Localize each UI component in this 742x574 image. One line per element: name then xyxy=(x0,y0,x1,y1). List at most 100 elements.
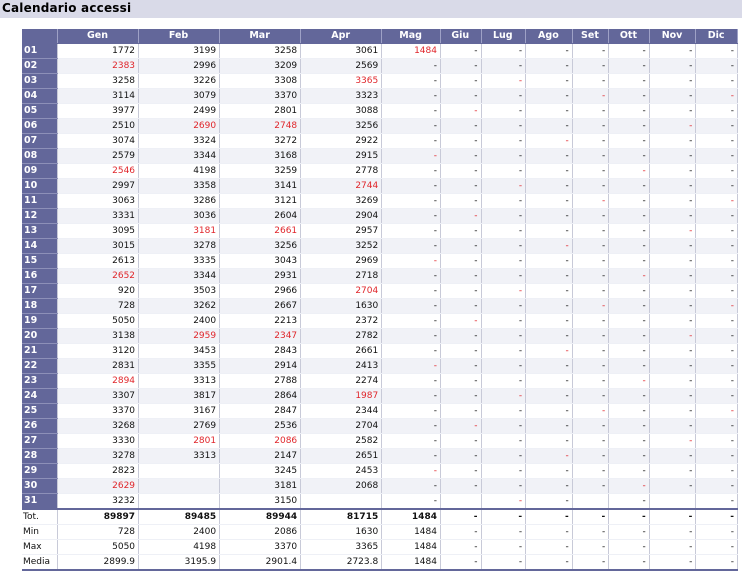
day-number: 01 xyxy=(22,43,58,59)
table-cell: - xyxy=(440,163,482,179)
table-cell: - xyxy=(572,418,610,434)
summary-cell: - xyxy=(695,554,738,571)
table-cell: - xyxy=(649,388,697,404)
month-header: Ago xyxy=(525,29,573,44)
summary-row: Tot. 89897 89485 89944 81715 1484- - - - - - - xyxy=(22,507,738,525)
header-corner xyxy=(22,29,58,44)
table-cell: - xyxy=(649,238,697,254)
table-cell: - xyxy=(525,103,573,119)
table-cell: - xyxy=(481,283,527,299)
table-cell: 3095 xyxy=(57,223,140,239)
table-cell: - xyxy=(695,298,738,314)
table-cell: - xyxy=(649,223,697,239)
table-cell: - xyxy=(381,163,441,179)
table-row: 01 1772 3199 3258 3061 1484- - - - - - - xyxy=(22,43,738,59)
table-cell: - xyxy=(381,298,441,314)
table-cell: - xyxy=(381,223,441,239)
table-cell: - xyxy=(695,253,738,269)
table-cell: - xyxy=(525,73,573,89)
table-cell: - xyxy=(608,238,650,254)
table-cell: 1630 xyxy=(300,298,383,314)
table-cell: 3120 xyxy=(57,343,140,359)
table-cell: - xyxy=(525,253,573,269)
table-cell: - xyxy=(649,478,697,494)
summary-cell: - xyxy=(608,524,650,540)
table-cell: - xyxy=(440,178,482,194)
summary-cell: 3370 xyxy=(219,539,302,555)
day-number: 07 xyxy=(22,133,58,149)
table-cell: - xyxy=(572,238,610,254)
table-cell: - xyxy=(608,58,650,74)
table-row: 24 3307 3817 2864 1987- - - - - - - - xyxy=(22,388,738,404)
table-cell: 3313 xyxy=(138,373,221,389)
table-cell: - xyxy=(381,313,441,329)
table-cell: 3074 xyxy=(57,133,140,149)
table-cell: - xyxy=(608,118,650,134)
table-cell: 2778 xyxy=(300,163,383,179)
table-cell: 2996 xyxy=(138,58,221,74)
table-cell: - xyxy=(440,208,482,224)
day-number: 22 xyxy=(22,358,58,374)
table-cell: 3278 xyxy=(138,238,221,254)
summary-row: Media 2899.9 3195.9 2901.4 2723.8 1484- - - - - - - xyxy=(22,554,738,571)
table-cell: - xyxy=(381,403,441,419)
table-cell: 3141 xyxy=(219,178,302,194)
table-cell: - xyxy=(525,493,573,509)
table-cell: 1987 xyxy=(300,388,383,404)
day-number: 15 xyxy=(22,253,58,269)
table-cell: 2086 xyxy=(219,433,302,449)
table-cell: 3259 xyxy=(219,163,302,179)
table-row: 15 2613 3335 3043 2969- - - - - - - - xyxy=(22,253,738,269)
day-number: 03 xyxy=(22,73,58,89)
table-cell: - xyxy=(649,403,697,419)
table-cell: - xyxy=(481,388,527,404)
table-row: 29 2823 3245 2453- - - - - - - - xyxy=(22,463,738,479)
table-cell: 3817 xyxy=(138,388,221,404)
summary-cell: 5050 xyxy=(57,539,140,555)
table-cell: - xyxy=(481,238,527,254)
table-cell: - xyxy=(481,448,527,464)
table-cell: - xyxy=(695,283,738,299)
table-cell: 1772 xyxy=(57,43,140,59)
summary-cell: 89944 xyxy=(219,507,302,525)
table-cell: - xyxy=(608,343,650,359)
month-header: Dic xyxy=(695,29,738,44)
table-cell: 2499 xyxy=(138,103,221,119)
table-cell: 2864 xyxy=(219,388,302,404)
table-cell: - xyxy=(440,343,482,359)
table-cell: - xyxy=(572,403,610,419)
table-cell: 2147 xyxy=(219,448,302,464)
table-cell: 2744 xyxy=(300,178,383,194)
table-cell: - xyxy=(649,88,697,104)
table-cell: - xyxy=(481,478,527,494)
table-cell: 2957 xyxy=(300,223,383,239)
table-cell: - xyxy=(572,253,610,269)
table-cell: - xyxy=(381,478,441,494)
table-cell: 2613 xyxy=(57,253,140,269)
table-cell: - xyxy=(649,433,697,449)
summary-cell: - xyxy=(608,507,650,525)
month-header: Gen xyxy=(57,29,140,44)
table-cell: 2769 xyxy=(138,418,221,434)
table-cell: 3232 xyxy=(57,493,140,509)
day-number: 29 xyxy=(22,463,58,479)
table-cell: 3199 xyxy=(138,43,221,59)
table-cell: - xyxy=(608,433,650,449)
table-cell: 2661 xyxy=(300,343,383,359)
days-body: 01 1772 3199 3258 3061 1484- - - - - - -02 2383 2996 3… xyxy=(22,43,738,509)
table-cell: - xyxy=(608,313,650,329)
table-cell: 920 xyxy=(57,283,140,299)
table-cell: 3168 xyxy=(219,148,302,164)
table-cell: - xyxy=(695,403,738,419)
table-cell: - xyxy=(381,208,441,224)
day-number: 24 xyxy=(22,388,58,404)
table-cell: - xyxy=(649,448,697,464)
table-cell: - xyxy=(649,43,697,59)
table-cell: 2914 xyxy=(219,358,302,374)
table-cell: - xyxy=(525,238,573,254)
table-row: 12 3331 3036 2604 2904- - - - - - - - xyxy=(22,208,738,224)
table-row: 21 3120 3453 2843 2661- - - - - - - - xyxy=(22,343,738,359)
table-cell: 2629 xyxy=(57,478,140,494)
table-cell: - xyxy=(381,253,441,269)
table-row: 30 2629 3181 2068- - - - - - - - xyxy=(22,478,738,494)
